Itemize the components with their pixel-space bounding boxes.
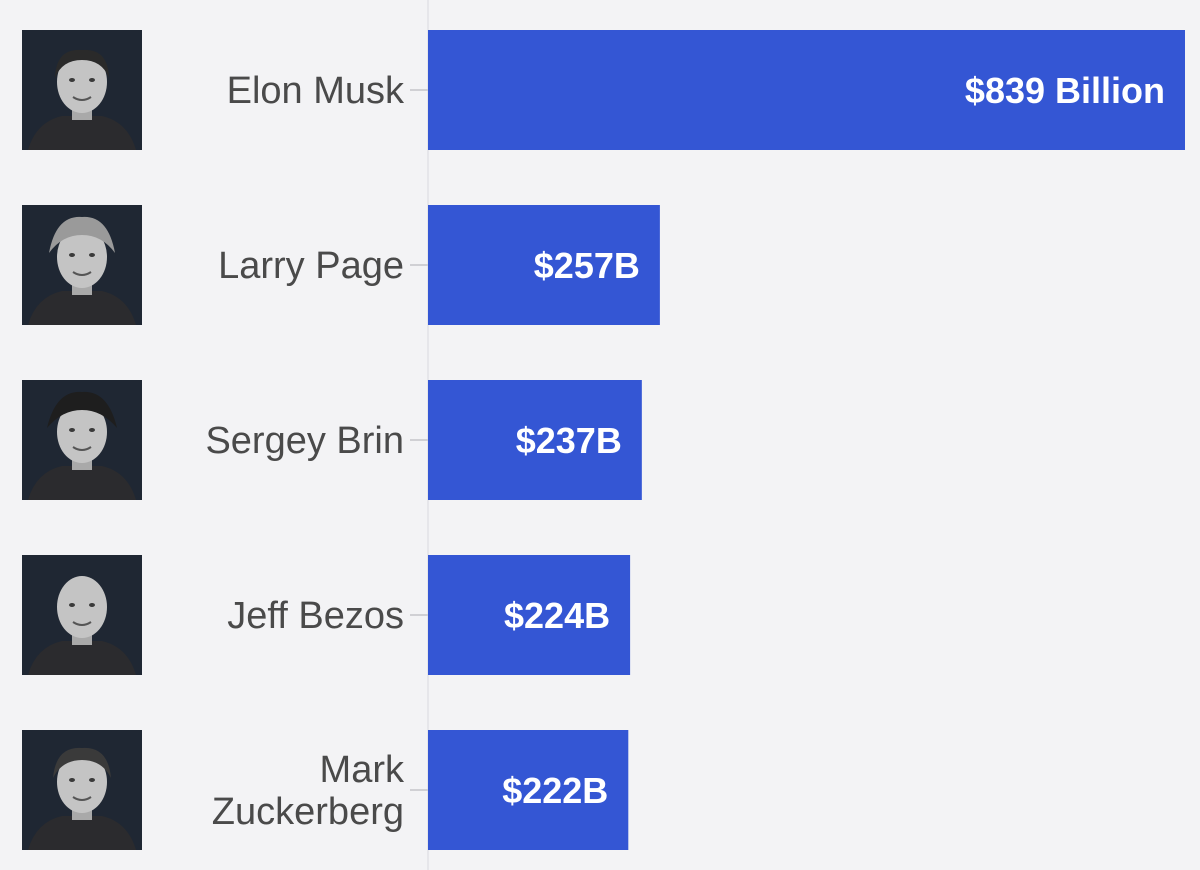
bar-row-sergey-brin: Sergey Brin $237B — [22, 380, 642, 500]
larry-page-icon — [22, 205, 142, 325]
chart-rows: Elon Musk $839 Billion Larry Page $257B Serg… — [22, 30, 1185, 850]
category-label: Sergey Brin — [205, 420, 404, 462]
value-label: $222B — [502, 770, 608, 811]
bar-row-larry-page: Larry Page $257B — [22, 205, 660, 325]
bar-row-jeff-bezos: Jeff Bezos $224B — [22, 555, 631, 675]
elon-musk-icon — [22, 30, 142, 150]
jeff-bezos-icon — [22, 555, 142, 675]
bar — [428, 555, 631, 675]
category-label-line: Mark — [320, 749, 405, 791]
category-label: Jeff Bezos — [227, 595, 404, 637]
category-label: Elon Musk — [227, 70, 405, 112]
value-label: $839 Billion — [965, 70, 1165, 111]
bar — [428, 30, 1185, 150]
category-label-line: Zuckerberg — [212, 791, 404, 833]
value-label: $257B — [534, 245, 640, 286]
value-label: $237B — [516, 420, 622, 461]
bar — [428, 380, 642, 500]
bar-row-elon-musk: Elon Musk $839 Billion — [22, 30, 1185, 150]
bar — [428, 205, 660, 325]
bar — [428, 730, 629, 850]
value-label: $224B — [504, 595, 610, 636]
mark-zuckerberg-icon — [22, 730, 142, 850]
sergey-brin-icon — [22, 380, 142, 500]
category-label: Larry Page — [218, 245, 404, 287]
